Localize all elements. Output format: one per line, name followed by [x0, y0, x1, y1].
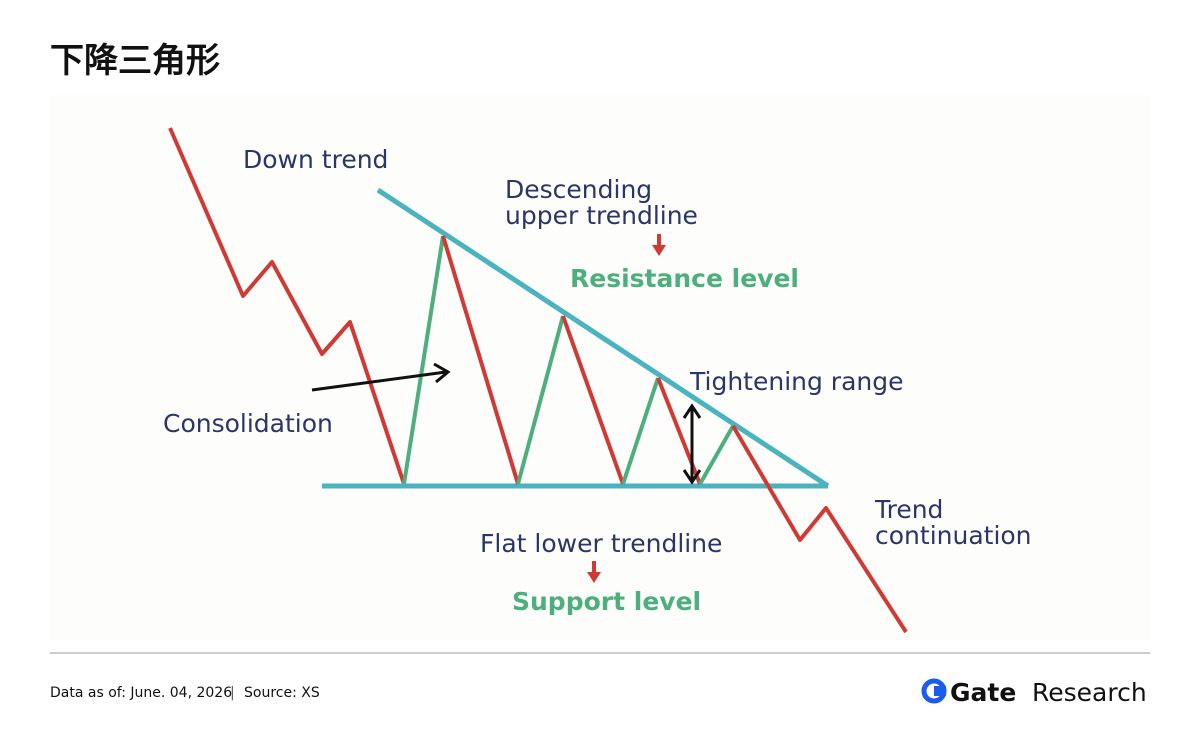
label: Trend	[874, 495, 943, 524]
price-lines	[168, 127, 908, 634]
arrow-head	[682, 469, 702, 485]
label: Resistance level	[570, 264, 799, 293]
up-swing	[621, 377, 660, 485]
arrows	[311, 362, 702, 485]
consolidation-arrow	[311, 370, 447, 392]
label: continuation	[875, 521, 1032, 550]
footer-date: Data as of: June. 04, 2026	[50, 685, 232, 701]
arrow-head	[433, 362, 451, 384]
footer-separator: |	[230, 685, 235, 701]
label: Flat lower trendline	[480, 529, 722, 558]
footer-source: Source: XS	[244, 685, 320, 701]
label: Consolidation	[163, 409, 333, 438]
brand-suffix: Research	[1032, 678, 1147, 707]
brand-name: Gate	[950, 678, 1016, 707]
up-swing	[698, 425, 735, 485]
down-trend-line	[168, 127, 406, 485]
continuation-line	[731, 424, 908, 634]
arrow-head	[652, 245, 666, 256]
arrow-head	[682, 403, 702, 419]
label: Descending	[505, 175, 652, 204]
logo-icon-part	[934, 686, 946, 696]
down-swing	[561, 315, 625, 485]
up-swing	[402, 235, 445, 485]
label: Down trend	[243, 145, 388, 174]
up-swing	[516, 315, 565, 485]
diagram-area	[50, 95, 1150, 640]
down-swing	[441, 235, 520, 485]
red-arrows	[587, 234, 666, 583]
label: Tightening range	[689, 367, 904, 396]
brand-logo: Gate Research	[921, 678, 1147, 707]
arrow-head	[587, 572, 601, 583]
label: Support level	[512, 587, 701, 616]
label: upper trendline	[505, 201, 698, 230]
title: 下降三角形	[50, 41, 220, 81]
upper-trendline	[376, 187, 830, 489]
